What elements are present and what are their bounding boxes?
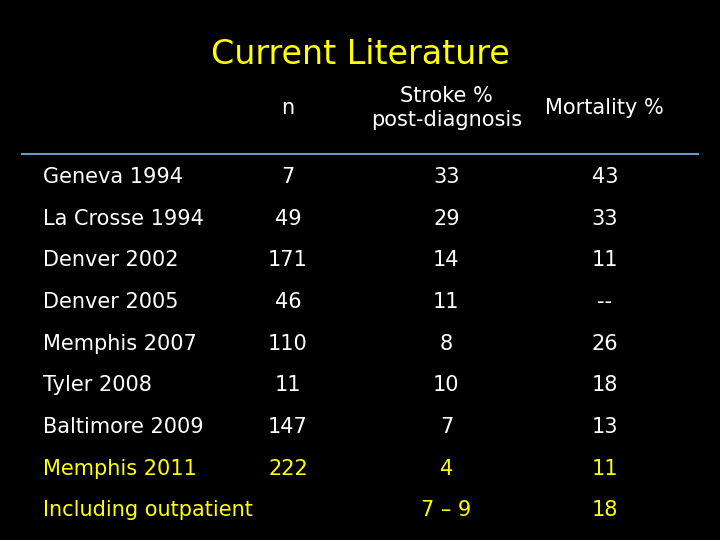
Text: 4: 4: [440, 458, 453, 478]
Text: Tyler 2008: Tyler 2008: [43, 375, 152, 395]
Text: 18: 18: [592, 500, 618, 521]
Text: Current Literature: Current Literature: [211, 38, 509, 71]
Text: 46: 46: [275, 292, 301, 312]
Text: 49: 49: [275, 209, 301, 229]
Text: 171: 171: [268, 251, 308, 271]
Text: La Crosse 1994: La Crosse 1994: [43, 209, 204, 229]
Text: 11: 11: [275, 375, 301, 395]
Text: 10: 10: [433, 375, 459, 395]
Text: Baltimore 2009: Baltimore 2009: [43, 417, 204, 437]
Text: 33: 33: [433, 167, 459, 187]
Text: 11: 11: [592, 458, 618, 478]
Text: 13: 13: [592, 417, 618, 437]
Text: 33: 33: [592, 209, 618, 229]
Text: 26: 26: [592, 334, 618, 354]
Text: 14: 14: [433, 251, 459, 271]
Text: Mortality %: Mortality %: [546, 98, 664, 118]
Text: 7: 7: [440, 417, 453, 437]
Text: n: n: [282, 98, 294, 118]
Text: Stroke %
post-diagnosis: Stroke % post-diagnosis: [371, 86, 522, 130]
Text: 29: 29: [433, 209, 459, 229]
Text: 11: 11: [592, 251, 618, 271]
Text: 147: 147: [268, 417, 308, 437]
Text: Including outpatient: Including outpatient: [43, 500, 253, 521]
Text: 110: 110: [268, 334, 308, 354]
Text: Denver 2005: Denver 2005: [43, 292, 179, 312]
Text: 7 – 9: 7 – 9: [421, 500, 472, 521]
Text: Memphis 2007: Memphis 2007: [43, 334, 197, 354]
Text: 8: 8: [440, 334, 453, 354]
Text: 7: 7: [282, 167, 294, 187]
Text: 43: 43: [592, 167, 618, 187]
Text: 18: 18: [592, 375, 618, 395]
Text: 11: 11: [433, 292, 459, 312]
Text: 222: 222: [268, 458, 308, 478]
Text: Geneva 1994: Geneva 1994: [43, 167, 183, 187]
Text: --: --: [598, 292, 612, 312]
Text: Memphis 2011: Memphis 2011: [43, 458, 197, 478]
Text: Denver 2002: Denver 2002: [43, 251, 179, 271]
